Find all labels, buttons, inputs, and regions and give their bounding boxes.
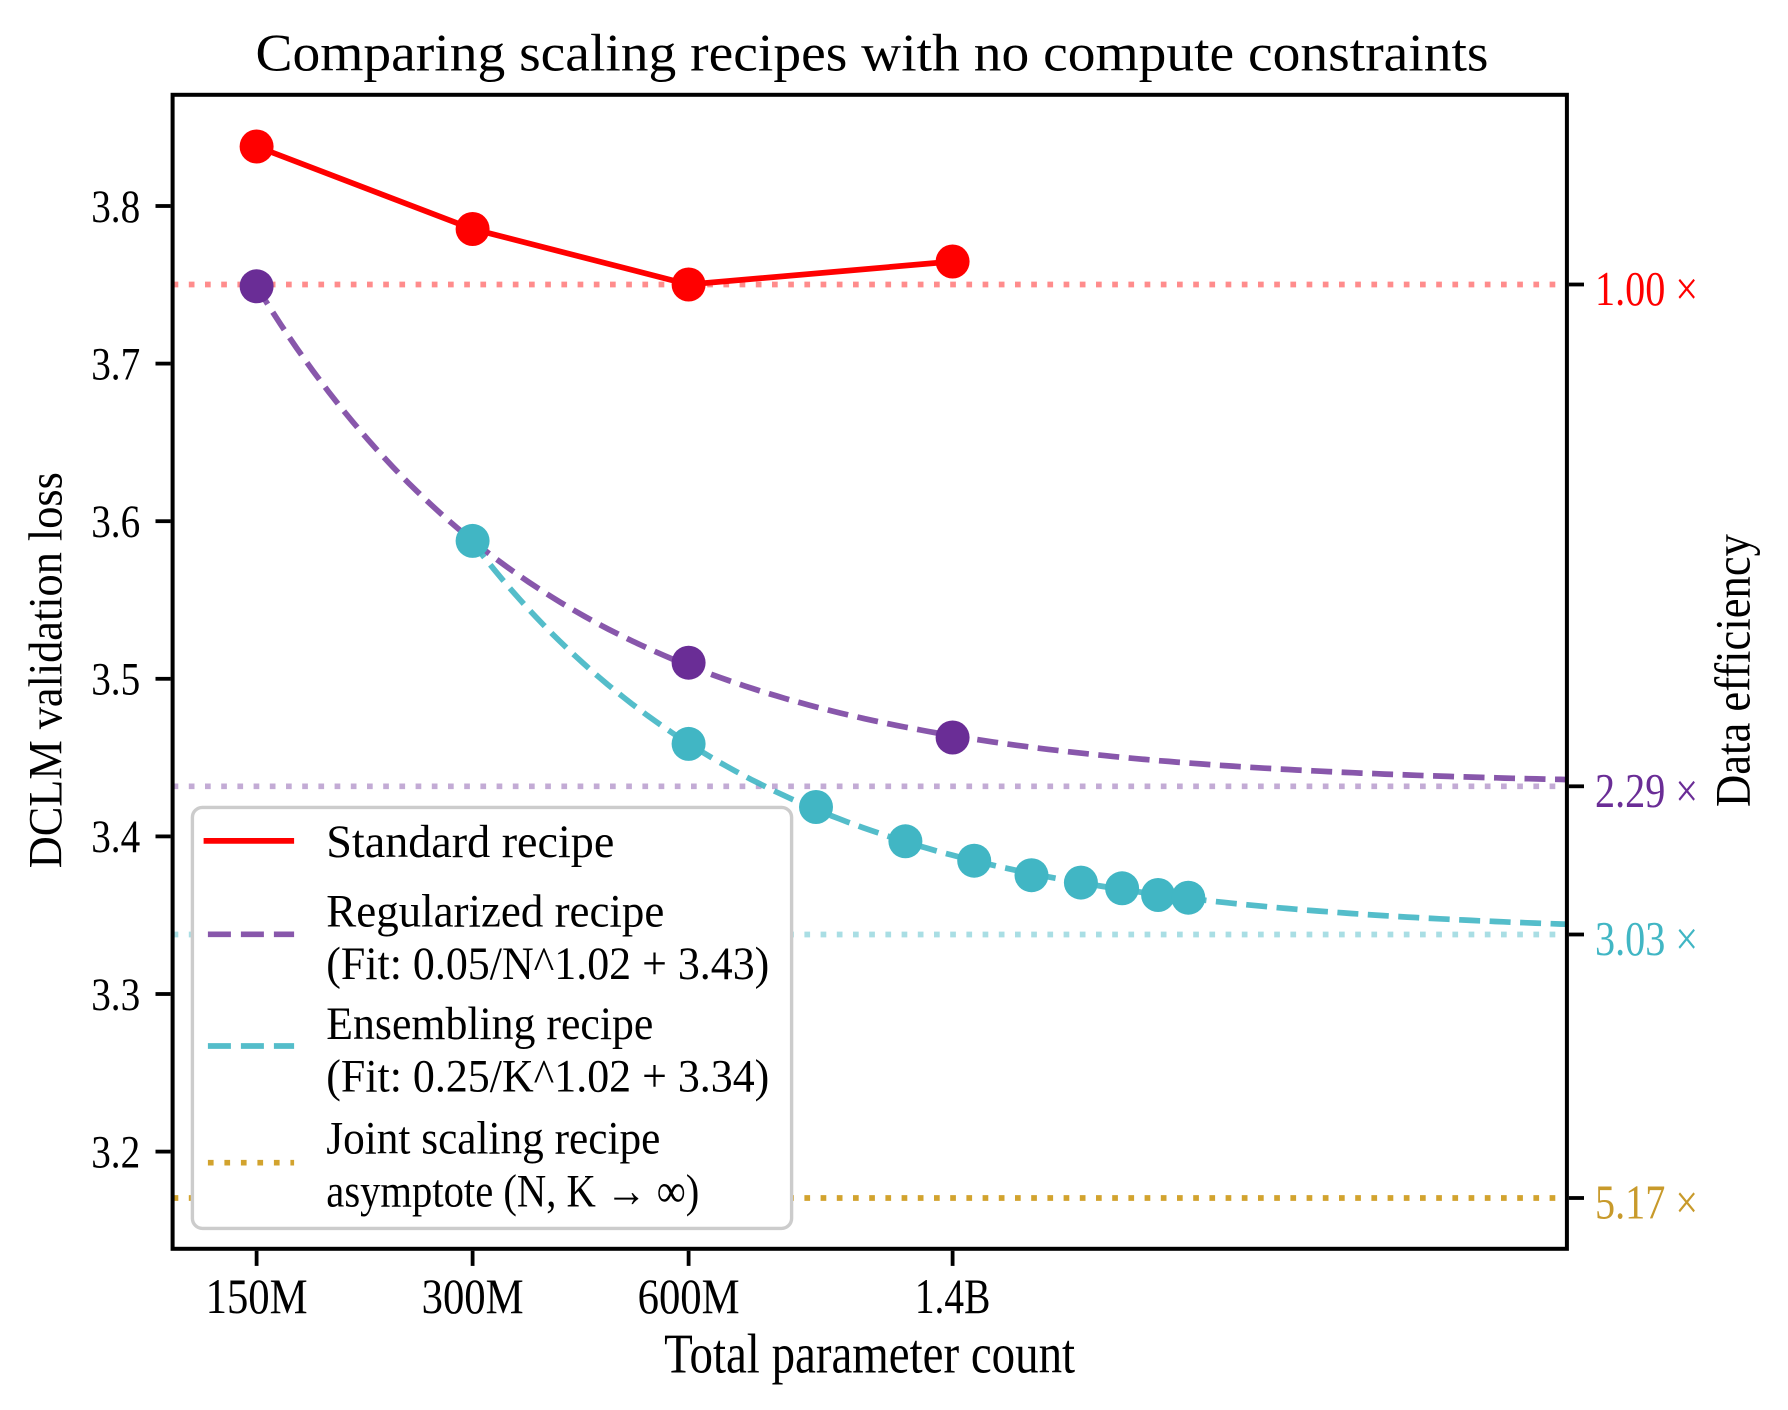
svg-text:Comparing scaling recipes with: Comparing scaling recipes with no comput…	[256, 24, 1489, 82]
svg-text:Joint scaling recipe: Joint scaling recipe	[326, 1113, 660, 1165]
svg-text:Total parameter count: Total parameter count	[664, 1324, 1075, 1386]
svg-text:(Fit: 0.05/N^1.02 + 3.43): (Fit: 0.05/N^1.02 + 3.43)	[326, 938, 769, 990]
svg-text:150M: 150M	[206, 1268, 308, 1324]
svg-text:1.00 ×: 1.00 ×	[1595, 261, 1698, 316]
svg-text:3.4: 3.4	[91, 811, 140, 863]
svg-text:1.4B: 1.4B	[915, 1268, 991, 1324]
svg-text:Data efficiency: Data efficiency	[1705, 534, 1761, 807]
svg-text:3.3: 3.3	[91, 969, 140, 1021]
svg-text:3.8: 3.8	[91, 181, 140, 233]
svg-text:3.7: 3.7	[91, 338, 140, 390]
svg-text:2.29 ×: 2.29 ×	[1595, 763, 1698, 818]
svg-text:Ensembling recipe: Ensembling recipe	[326, 998, 653, 1050]
svg-text:Standard recipe: Standard recipe	[326, 816, 614, 868]
svg-text:Regularized recipe: Regularized recipe	[326, 885, 664, 937]
svg-text:300M: 300M	[422, 1268, 524, 1324]
svg-text:3.2: 3.2	[91, 1126, 140, 1178]
svg-text:3.6: 3.6	[91, 496, 140, 548]
svg-text:600M: 600M	[638, 1268, 740, 1324]
svg-text:3.03 ×: 3.03 ×	[1595, 911, 1698, 966]
svg-text:(Fit: 0.25/K^1.02 + 3.34): (Fit: 0.25/K^1.02 + 3.34)	[326, 1051, 769, 1103]
svg-text:5.17 ×: 5.17 ×	[1595, 1175, 1698, 1230]
svg-text:DCLM validation loss: DCLM validation loss	[19, 472, 72, 868]
svg-text:3.5: 3.5	[91, 654, 140, 706]
svg-text:asymptote (N, K → ∞): asymptote (N, K → ∞)	[326, 1165, 699, 1217]
